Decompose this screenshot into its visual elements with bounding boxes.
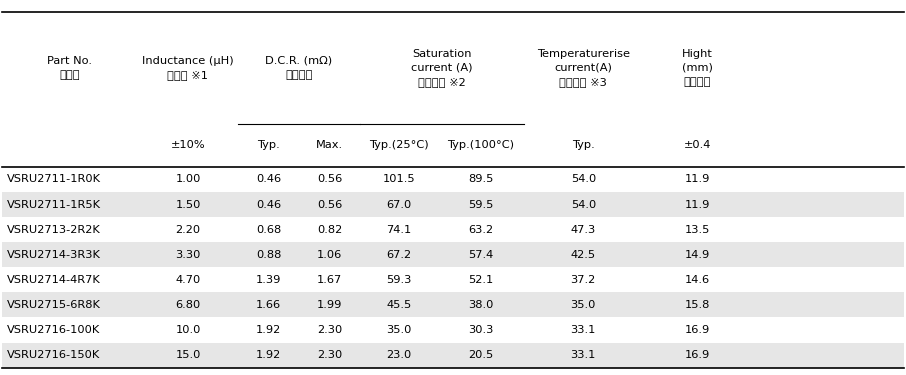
Text: 14.6: 14.6 <box>685 275 709 285</box>
Text: VSRU2716-100K: VSRU2716-100K <box>7 325 101 335</box>
Text: 74.1: 74.1 <box>386 225 411 235</box>
Text: 37.2: 37.2 <box>571 275 596 285</box>
Text: 54.0: 54.0 <box>571 174 596 184</box>
Text: 30.3: 30.3 <box>467 325 493 335</box>
Text: 63.2: 63.2 <box>468 225 493 235</box>
Text: 1.50: 1.50 <box>175 200 200 210</box>
Text: VSRU2716-150K: VSRU2716-150K <box>7 350 101 360</box>
Text: 35.0: 35.0 <box>571 300 596 310</box>
Text: 2.20: 2.20 <box>176 225 200 235</box>
Text: 59.5: 59.5 <box>467 200 493 210</box>
Text: Inductance (μH)
电感值 ※1: Inductance (μH) 电感值 ※1 <box>142 56 234 80</box>
Text: 1.00: 1.00 <box>175 174 200 184</box>
Text: 23.0: 23.0 <box>386 350 411 360</box>
Text: 0.68: 0.68 <box>255 225 281 235</box>
Text: 67.0: 67.0 <box>386 200 411 210</box>
Text: 15.0: 15.0 <box>175 350 200 360</box>
Text: 4.70: 4.70 <box>176 275 200 285</box>
Text: VSRU2714-3R3K: VSRU2714-3R3K <box>7 250 101 260</box>
Text: VSRU2711-1R5K: VSRU2711-1R5K <box>7 200 101 210</box>
Text: 101.5: 101.5 <box>382 174 415 184</box>
Text: Typ.(25°C): Typ.(25°C) <box>369 141 429 150</box>
Text: 3.30: 3.30 <box>175 250 200 260</box>
Text: 11.9: 11.9 <box>685 200 710 210</box>
Text: Typ.(100°C): Typ.(100°C) <box>447 141 514 150</box>
Text: 33.1: 33.1 <box>571 350 596 360</box>
Text: 67.2: 67.2 <box>386 250 411 260</box>
Text: Typ.: Typ. <box>572 141 594 150</box>
Text: 6.80: 6.80 <box>176 300 200 310</box>
Text: 52.1: 52.1 <box>468 275 493 285</box>
Text: 0.46: 0.46 <box>255 200 281 210</box>
Text: 2.30: 2.30 <box>317 325 342 335</box>
Text: 15.8: 15.8 <box>685 300 710 310</box>
Text: 1.66: 1.66 <box>255 300 281 310</box>
Bar <box>2 292 904 317</box>
Text: 0.56: 0.56 <box>317 200 342 210</box>
Text: 1.92: 1.92 <box>255 325 281 335</box>
Text: 1.67: 1.67 <box>317 275 342 285</box>
Text: 0.56: 0.56 <box>317 174 342 184</box>
Text: Hight
(mm)
产品高度: Hight (mm) 产品高度 <box>682 49 713 87</box>
Bar <box>2 342 904 368</box>
Text: ±10%: ±10% <box>170 141 206 150</box>
Text: 1.39: 1.39 <box>255 275 281 285</box>
Text: 1.06: 1.06 <box>317 250 342 260</box>
Text: VSRU2714-4R7K: VSRU2714-4R7K <box>7 275 101 285</box>
Text: 0.46: 0.46 <box>255 174 281 184</box>
Text: 35.0: 35.0 <box>386 325 411 335</box>
Text: 1.92: 1.92 <box>255 350 281 360</box>
Text: VSRU2713-2R2K: VSRU2713-2R2K <box>7 225 101 235</box>
Text: 38.0: 38.0 <box>467 300 493 310</box>
Text: 42.5: 42.5 <box>571 250 596 260</box>
Text: 14.9: 14.9 <box>685 250 710 260</box>
Text: VSRU2715-6R8K: VSRU2715-6R8K <box>7 300 101 310</box>
Text: 16.9: 16.9 <box>685 325 710 335</box>
Text: 16.9: 16.9 <box>685 350 710 360</box>
Text: Saturation
current (A)
饱和电流 ※2: Saturation current (A) 饱和电流 ※2 <box>411 49 472 87</box>
Text: Temperaturerise
current(A)
温升电流 ※3: Temperaturerise current(A) 温升电流 ※3 <box>536 49 630 87</box>
Text: 47.3: 47.3 <box>571 225 596 235</box>
Text: 59.3: 59.3 <box>386 275 411 285</box>
Text: 33.1: 33.1 <box>571 325 596 335</box>
Text: 20.5: 20.5 <box>468 350 493 360</box>
Text: 57.4: 57.4 <box>468 250 493 260</box>
Text: 0.88: 0.88 <box>255 250 281 260</box>
Text: 89.5: 89.5 <box>467 174 493 184</box>
Text: VSRU2711-1R0K: VSRU2711-1R0K <box>7 174 101 184</box>
Text: 2.30: 2.30 <box>317 350 342 360</box>
Text: 10.0: 10.0 <box>175 325 200 335</box>
Text: ±0.4: ±0.4 <box>683 141 711 150</box>
Text: 54.0: 54.0 <box>571 200 596 210</box>
Text: Part No.
型　号: Part No. 型 号 <box>47 56 92 80</box>
Bar <box>2 192 904 217</box>
Bar <box>2 242 904 267</box>
Text: Max.: Max. <box>316 141 343 150</box>
Text: 1.99: 1.99 <box>317 300 342 310</box>
Text: 45.5: 45.5 <box>386 300 411 310</box>
Text: 13.5: 13.5 <box>685 225 710 235</box>
Text: 11.9: 11.9 <box>685 174 710 184</box>
Text: Typ.: Typ. <box>257 141 280 150</box>
Text: 0.82: 0.82 <box>317 225 342 235</box>
Text: D.C.R. (mΩ)
直流电阻: D.C.R. (mΩ) 直流电阻 <box>265 56 333 80</box>
